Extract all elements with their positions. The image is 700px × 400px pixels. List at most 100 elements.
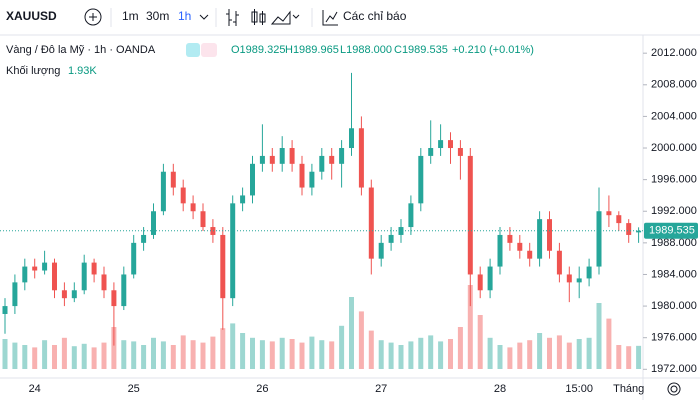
- volume-bar: [388, 342, 394, 369]
- bars-icon[interactable]: [226, 9, 239, 26]
- candle-body: [576, 278, 582, 283]
- y-tick-label: 2000.000: [651, 142, 697, 154]
- volume-bar: [626, 346, 632, 369]
- candle-body: [240, 195, 246, 204]
- candle-body: [547, 219, 552, 251]
- candle-body: [319, 155, 325, 172]
- interval[interactable]: 30m: [146, 9, 169, 23]
- last-price-tag: [644, 222, 698, 239]
- volume-bar: [448, 339, 453, 369]
- volume-bar: [170, 345, 176, 369]
- volume-bar: [507, 347, 513, 369]
- volume-bar: [220, 328, 226, 369]
- x-tick-label: 15:00: [565, 383, 593, 395]
- volume-bar: [151, 337, 156, 369]
- volume-value: 1.93K: [68, 65, 97, 77]
- candle-body: [626, 223, 632, 235]
- volume-bar: [289, 339, 295, 369]
- candle-body: [349, 128, 354, 149]
- x-tick-label: 28: [494, 383, 506, 395]
- candle-body: [289, 148, 295, 164]
- interval[interactable]: 1m: [122, 9, 139, 23]
- indicators-button[interactable]: Các chỉ báo: [343, 9, 407, 23]
- volume-bar: [299, 342, 305, 369]
- candle-body: [636, 230, 642, 233]
- candle-body: [448, 140, 453, 149]
- y-tick-label: 1988.000: [651, 237, 697, 249]
- volume-bar: [428, 335, 434, 369]
- volume-bar: [438, 341, 444, 369]
- candle-body: [517, 242, 523, 251]
- symbol[interactable]: XAUUSD: [6, 9, 57, 23]
- volume-bar: [418, 337, 424, 369]
- volume-bar: [52, 345, 57, 369]
- candle-body: [398, 227, 404, 235]
- volume-bar: [487, 337, 493, 369]
- volume-bar: [210, 336, 216, 369]
- area-icon[interactable]: [270, 10, 291, 25]
- candle-body: [91, 262, 97, 275]
- volume-bar: [2, 339, 8, 369]
- candle-body: [279, 148, 285, 164]
- candle-body: [160, 171, 166, 212]
- volume-bar: [240, 333, 246, 369]
- candle-body: [438, 140, 444, 149]
- indicators-icon[interactable]: [322, 10, 338, 26]
- volume-bar: [32, 347, 38, 369]
- chart-type-dropdown[interactable]: [292, 14, 300, 19]
- candle-body: [121, 274, 127, 307]
- volume-bar: [12, 342, 18, 369]
- candle-body: [2, 306, 8, 314]
- ohlc-open: O1989.325: [231, 44, 285, 56]
- candle-body: [586, 266, 592, 279]
- candle-body: [81, 262, 87, 291]
- candle-body: [408, 203, 414, 228]
- candle-body: [71, 290, 77, 299]
- volume-bar: [279, 337, 285, 369]
- candle-body: [428, 148, 434, 156]
- candle-body: [42, 262, 48, 271]
- candle-body: [606, 211, 612, 216]
- volume-bar: [180, 335, 186, 369]
- add-icon: [89, 13, 97, 21]
- volume-bar: [358, 311, 364, 369]
- x-tick-label: Tháng: [613, 383, 644, 395]
- volume-bar: [329, 341, 335, 369]
- candle-body: [210, 227, 216, 235]
- ohlc-high: H1989.965: [285, 44, 339, 56]
- volume-bar: [101, 342, 107, 369]
- candle-body: [12, 282, 18, 307]
- candles-icon[interactable]: [251, 9, 266, 25]
- candle-body: [61, 290, 67, 299]
- volume-bar: [42, 340, 48, 369]
- candle-body: [141, 234, 147, 243]
- volume-bar: [349, 297, 354, 369]
- candle-body: [467, 155, 473, 275]
- volume-bar: [131, 341, 137, 369]
- candle-body: [22, 266, 28, 283]
- volume-bar: [190, 340, 196, 369]
- interval-active[interactable]: 1h: [178, 9, 191, 23]
- candle-body: [52, 262, 57, 291]
- volume-bar: [547, 337, 552, 369]
- volume-bar: [71, 346, 77, 369]
- candle-body: [616, 215, 622, 224]
- settings-icon[interactable]: [667, 382, 681, 396]
- candle-body: [378, 242, 384, 259]
- candle-body: [487, 266, 493, 291]
- volume-bar: [517, 342, 523, 369]
- volume-bar: [319, 340, 325, 369]
- interval-dropdown[interactable]: [199, 14, 209, 20]
- candle-body: [507, 234, 513, 243]
- candle-body: [388, 234, 394, 243]
- candle-body: [220, 234, 226, 299]
- x-tick-label: 26: [256, 383, 268, 395]
- plot: 2012.000 2008.000 2004.000 2000.000 1996.000…: [0, 47, 698, 395]
- add-symbol[interactable]: [84, 8, 102, 26]
- volume-bar: [91, 347, 97, 369]
- x-tick-label: 24: [29, 383, 41, 395]
- candle-body: [596, 211, 602, 267]
- y-tick-label: 1976.000: [651, 332, 697, 344]
- y-tick-label: 2004.000: [651, 110, 697, 122]
